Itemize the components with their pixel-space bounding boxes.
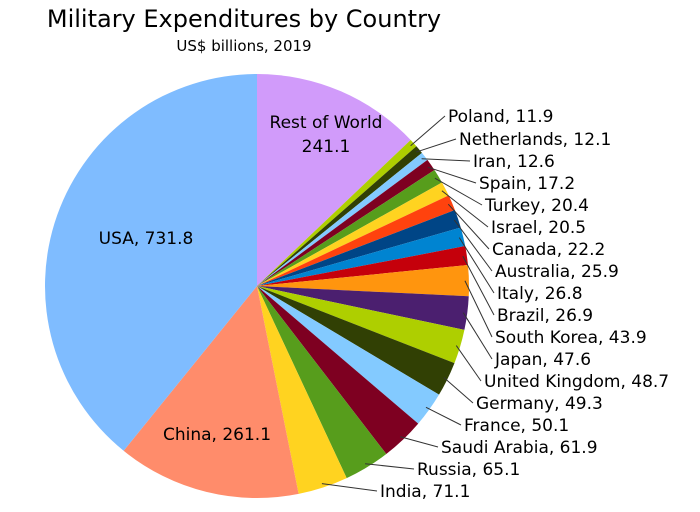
leader-line-israel <box>441 190 489 228</box>
slice-label-netherlands: Netherlands, 12.1 <box>459 130 611 150</box>
leader-line-south-korea <box>464 280 493 338</box>
pie-slice-australia <box>257 209 461 286</box>
slice-label-germany: Germany, 49.3 <box>476 394 603 414</box>
leader-line-united-kingdom <box>455 345 482 382</box>
leader-line-poland <box>410 115 446 147</box>
pie-slice-usa <box>44 74 257 451</box>
pie-slice-turkey <box>257 169 442 286</box>
leader-line-india <box>321 483 378 492</box>
slice-label-australia: Australia, 25.9 <box>495 262 619 282</box>
pie-slice-south-korea <box>257 265 469 297</box>
pie-slice-poland <box>257 139 417 286</box>
leader-line-spain <box>427 166 477 184</box>
pie-slice-israel <box>257 182 449 286</box>
slice-label-spain: Spain, 17.2 <box>479 174 575 194</box>
slice-label-japan: Japan, 47.6 <box>494 350 591 370</box>
slice-label-rest-of-world: Rest of World <box>270 113 383 133</box>
pie-slice-germany <box>257 286 455 395</box>
leader-line-italy <box>458 237 495 294</box>
slice-label-israel: Israel, 20.5 <box>491 218 586 238</box>
pie-slice-netherlands <box>257 146 422 286</box>
slice-value-rest-of-world: 241.1 <box>302 137 351 157</box>
slice-label-iran: Iran, 12.6 <box>473 152 555 172</box>
leader-line-france <box>425 406 462 426</box>
pie-slice-russia <box>257 286 387 479</box>
slice-label-india: India, 71.1 <box>380 482 470 502</box>
pie-slice-france <box>257 286 440 424</box>
leader-line-germany <box>443 377 474 404</box>
slice-label-russia: Russia, 65.1 <box>417 460 520 480</box>
leader-line-iran <box>421 158 471 162</box>
pie-slice-spain <box>257 159 435 286</box>
leader-line-brazil <box>462 255 495 316</box>
pie-slice-iran <box>257 152 428 286</box>
leader-line-netherlands <box>415 138 457 153</box>
slice-label-china: China, 261.1 <box>163 425 271 445</box>
pie-slice-rest-of-world <box>257 74 411 286</box>
leader-line-australia <box>453 219 493 272</box>
leader-line-turkey <box>434 177 483 206</box>
pie-slice-saudi-arabia <box>257 286 419 455</box>
slice-label-south-korea: South Korea, 43.9 <box>495 328 647 348</box>
pie-slice-china <box>123 286 299 499</box>
pie-slice-italy <box>257 227 466 286</box>
pie-slice-united-kingdom <box>257 286 465 364</box>
slice-label-canada: Canada, 22.2 <box>492 240 605 260</box>
pie-slice-japan <box>257 286 469 330</box>
slice-label-italy: Italy, 26.8 <box>497 284 583 304</box>
pie-slice-brazil <box>257 246 468 286</box>
pie-slice-canada <box>257 195 455 286</box>
slice-label-turkey: Turkey, 20.4 <box>484 196 589 216</box>
leader-line-russia <box>365 463 415 470</box>
slice-label-usa: USA, 731.8 <box>99 229 194 249</box>
chart-subtitle: US$ billions, 2019 <box>176 37 311 55</box>
slice-label-saudi-arabia: Saudi Arabia, 61.9 <box>441 438 598 458</box>
slice-label-france: France, 50.1 <box>464 416 569 436</box>
slice-label-poland: Poland, 11.9 <box>448 107 553 127</box>
pie-slice-india <box>257 286 347 494</box>
slice-label-united-kingdom: United Kingdom, 48.7 <box>484 372 669 392</box>
leader-line-saudi-arabia <box>400 436 439 448</box>
leader-line-japan <box>462 312 493 360</box>
leader-line-canada <box>447 203 490 250</box>
slice-label-brazil: Brazil, 26.9 <box>497 306 593 326</box>
chart-title: Military Expenditures by Country <box>47 5 441 33</box>
